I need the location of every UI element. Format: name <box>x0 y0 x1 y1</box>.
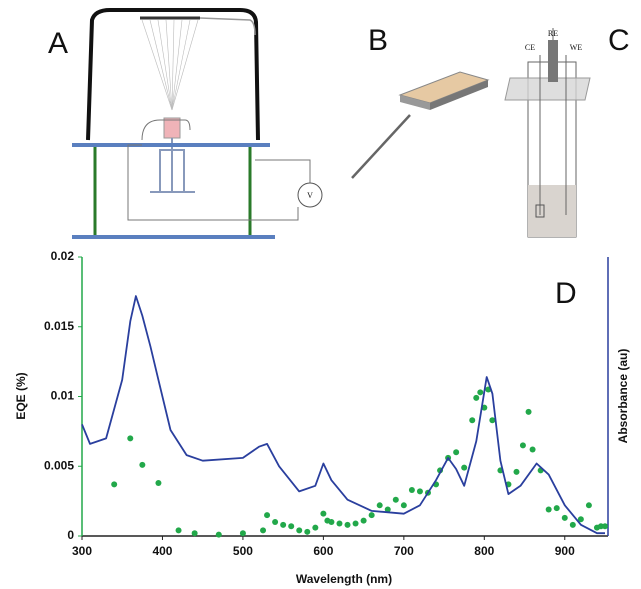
eqe-point <box>545 506 552 513</box>
x-tick-label: 700 <box>394 544 414 558</box>
absorbance-line <box>81 295 605 535</box>
eqe-point <box>352 520 359 527</box>
x-tick-label: 600 <box>313 544 333 558</box>
eqe-point <box>296 527 303 534</box>
x-tick-label: 500 <box>233 544 253 558</box>
eqe-point <box>304 528 311 535</box>
y-tick-label: 0.015 <box>44 319 74 333</box>
y-tick-label: 0.01 <box>51 389 75 403</box>
eqe-point <box>360 517 367 524</box>
eqe-point <box>392 496 399 503</box>
eqe-point <box>489 417 496 424</box>
eqe-point <box>469 417 476 424</box>
panel-label: A <box>48 27 68 60</box>
x-tick-label: 300 <box>72 544 92 558</box>
eqe-point <box>461 464 468 471</box>
x-tick-label: 900 <box>555 544 575 558</box>
eqe-point <box>384 506 391 513</box>
eqe-point <box>453 449 460 456</box>
eqe-point <box>155 479 162 486</box>
eqe-point <box>215 531 222 538</box>
y-tick-label: 0 <box>67 528 74 542</box>
panel-label: C <box>608 24 630 57</box>
eqe-point <box>264 512 271 519</box>
eqe-point <box>577 516 584 523</box>
eqe-point <box>139 461 146 468</box>
y-axis-title: EQE (%) <box>14 372 28 419</box>
eqe-point <box>127 435 134 442</box>
electrode-label: RE <box>548 29 558 38</box>
eqe-point <box>260 527 267 534</box>
eqe-point <box>328 519 335 526</box>
panel-label: B <box>368 24 388 57</box>
eqe-point <box>111 481 118 488</box>
eqe-point <box>191 530 198 537</box>
y2-axis-title: Absorbance (au) <box>616 349 630 444</box>
eqe-point <box>408 486 415 493</box>
eqe-point <box>376 502 383 509</box>
eqe-point <box>239 530 246 537</box>
x-axis-title: Wavelength (nm) <box>296 572 392 586</box>
y-tick-label: 0.02 <box>51 249 75 263</box>
eqe-point <box>553 505 560 512</box>
eqe-point <box>519 442 526 449</box>
eqe-point <box>602 523 608 530</box>
eqe-point <box>175 527 182 534</box>
eqe-point <box>280 521 287 528</box>
eqe-point <box>525 408 532 415</box>
eqe-point <box>513 468 520 475</box>
eqe-point <box>344 521 351 528</box>
eqe-point <box>368 512 375 519</box>
x-tick-label: 400 <box>152 544 172 558</box>
eqe-point <box>272 519 279 526</box>
eqe-point <box>288 523 295 530</box>
electrode-label: WE <box>570 43 583 52</box>
eqe-point <box>473 394 480 401</box>
panel-label: D <box>555 277 577 310</box>
voltmeter-label: V <box>307 191 313 200</box>
cell-diagram <box>504 28 591 238</box>
x-tick-label: 800 <box>474 544 494 558</box>
y-tick-label: 0.005 <box>44 458 74 472</box>
setup-diagram <box>72 8 323 239</box>
eqe-point <box>561 514 568 521</box>
electrode-label: CE <box>525 43 535 52</box>
eqe-point <box>416 488 423 495</box>
electrode-diagram <box>351 71 490 179</box>
eqe-point <box>529 446 536 453</box>
eqe-point <box>585 502 592 509</box>
eqe-point <box>569 521 576 528</box>
eqe-point <box>336 520 343 527</box>
eqe-point <box>320 510 327 517</box>
eqe-point <box>400 502 407 509</box>
eqe-point <box>312 524 319 531</box>
eqe-point <box>477 389 484 396</box>
